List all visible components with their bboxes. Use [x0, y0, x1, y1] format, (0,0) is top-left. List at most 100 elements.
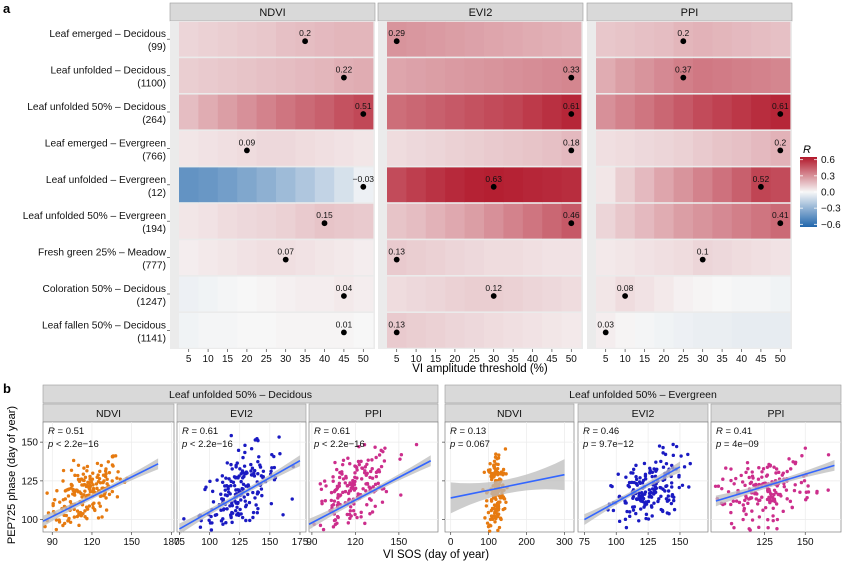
heatmap-cell	[237, 167, 257, 203]
scatter-point	[229, 433, 233, 438]
scatter-point	[774, 471, 778, 475]
row-label-count: (766)	[142, 151, 166, 162]
scatter-point	[383, 446, 387, 450]
scatter-point	[484, 504, 489, 508]
colorbar-tick-label: −0.6	[821, 220, 841, 231]
heatmap-cell	[425, 58, 446, 93]
heatmap-cell	[770, 21, 791, 57]
scatter-point	[340, 462, 345, 467]
scatter-point	[368, 475, 372, 480]
scatter-point	[219, 519, 224, 523]
scatter-point	[244, 470, 249, 474]
scatter-point	[488, 470, 492, 474]
row-label-name: Leaf unfolded 50% – Decidous	[27, 102, 166, 113]
scatter-point	[657, 497, 661, 501]
heatmap-cell	[445, 276, 465, 312]
scatter-point	[255, 510, 260, 515]
max-r-point	[680, 38, 687, 45]
scatter-point	[85, 516, 89, 521]
row-label-name: Leaf unfolded 50% – Evergreen	[23, 211, 166, 222]
scatter-point	[69, 486, 73, 490]
x-tick-label: 100	[480, 537, 497, 548]
scatter-point	[737, 500, 742, 505]
heatmap-cell	[542, 21, 562, 57]
scatter-point	[787, 457, 791, 461]
scatter-point	[240, 515, 245, 520]
max-r-label: −0.03	[353, 174, 375, 184]
scatter-point	[94, 482, 99, 486]
scatter-point	[115, 495, 120, 499]
heatmap-cell	[295, 167, 316, 203]
scatter-point	[227, 477, 231, 481]
scatter-point	[341, 458, 346, 462]
scatter-point	[242, 464, 247, 468]
scatter-point	[501, 495, 505, 499]
scatter-point	[219, 508, 223, 512]
scatter-point	[97, 501, 101, 505]
scatter-point	[493, 495, 497, 500]
scatter-point	[55, 489, 59, 493]
max-r-label: 0.12	[485, 283, 502, 293]
scatter-point	[489, 474, 493, 479]
scatter-point	[486, 524, 491, 529]
heatmap-cell	[693, 58, 713, 93]
scatter-point	[384, 489, 389, 494]
heatmap-cell	[406, 58, 427, 93]
scatter-point	[398, 457, 402, 461]
scatter-point	[356, 492, 360, 496]
heatmap-cell	[731, 94, 752, 130]
scatter-point	[648, 471, 652, 475]
colorbar-bar	[800, 157, 817, 227]
regression-line	[583, 466, 681, 521]
scatter-point	[766, 518, 770, 522]
row-label-count: (12)	[148, 188, 166, 199]
heatmap-cell	[634, 203, 655, 239]
scatter-point	[69, 468, 74, 472]
heatmap-cell	[484, 131, 504, 166]
scatter-point	[791, 460, 795, 464]
scatter-point	[248, 518, 252, 523]
max-r-label: 0.2	[677, 28, 689, 38]
scatter-point	[748, 496, 753, 500]
scatter-point	[230, 510, 234, 515]
scatter-point	[241, 482, 246, 486]
y-tick-label: 100	[21, 515, 38, 526]
scatter-point	[494, 508, 499, 513]
scatter-point	[355, 515, 359, 520]
scatter-point	[488, 461, 492, 466]
heatmap-cell	[522, 21, 543, 57]
heatmap-cell	[634, 58, 655, 93]
max-r-label: 0.13	[388, 247, 405, 257]
heatmap-cell	[693, 313, 713, 348]
scatter-point	[370, 458, 374, 462]
heatmap-cell	[712, 167, 733, 203]
facet-strip-label: EVI2	[469, 7, 493, 19]
scatter-point	[670, 492, 675, 497]
scatter-point	[789, 467, 793, 471]
scatter-point	[661, 451, 665, 455]
scatter-point	[661, 509, 665, 514]
scatter-point	[235, 461, 239, 465]
max-r-point	[282, 256, 289, 263]
x-tick-label: 40	[319, 354, 331, 365]
scatter-point	[359, 515, 363, 519]
scatter-point	[348, 516, 352, 521]
scatter-point	[256, 472, 260, 476]
scatter-point	[721, 477, 725, 481]
scatter-point	[96, 516, 101, 520]
heatmap-cell	[484, 203, 504, 239]
max-r-label: 0.2	[299, 28, 311, 38]
scatter-point	[744, 512, 748, 517]
heatmap-cell	[615, 240, 636, 275]
heatmap-cell	[276, 203, 296, 239]
x-tick-label: 35	[300, 354, 312, 365]
heatmap-cell	[217, 58, 238, 93]
regression-line	[450, 473, 565, 499]
scatter-point	[261, 469, 266, 473]
scatter-point	[781, 471, 785, 475]
scatter-point	[659, 486, 663, 490]
scatter-point	[360, 477, 364, 481]
scatter-point	[381, 449, 385, 454]
scatter-point	[102, 479, 106, 483]
